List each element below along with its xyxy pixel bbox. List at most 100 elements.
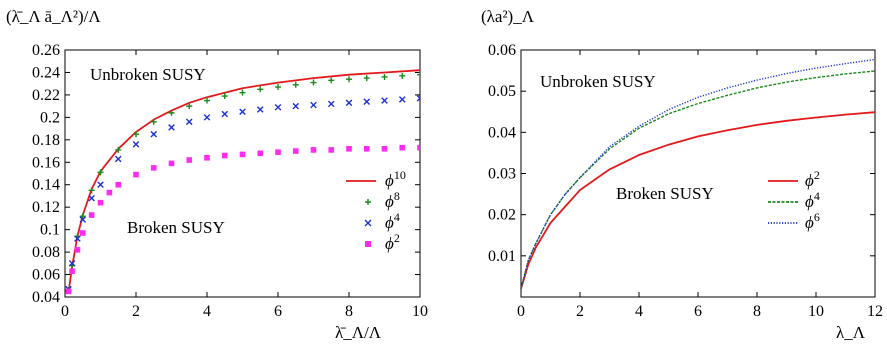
point-phi4 <box>185 118 193 126</box>
x-tick-label: 0 <box>61 303 69 320</box>
x-tick-label: 6 <box>694 303 702 320</box>
point-phi4 <box>327 100 335 108</box>
point-phi2 <box>381 146 388 152</box>
point-phi8 <box>168 109 175 116</box>
point-phi2 <box>221 152 228 159</box>
plot-area <box>521 58 875 290</box>
point-phi2 <box>310 147 317 153</box>
legend-phi8-label: ϕ8 <box>385 189 400 211</box>
point-phi8 <box>399 72 406 79</box>
y-tick-label: 0.18 <box>32 132 60 149</box>
point-phi4 <box>310 101 317 109</box>
legend-phi4-label: ϕ4 <box>385 210 400 232</box>
point-phi2 <box>186 157 193 163</box>
point-phi8 <box>186 103 193 110</box>
y-tick-label: 0.01 <box>488 248 516 265</box>
x-tick-label: 6 <box>274 303 282 320</box>
point-phi4 <box>363 98 371 105</box>
point-phi4 <box>88 194 95 202</box>
point-phi2 <box>346 146 352 152</box>
point-phi8 <box>257 86 264 93</box>
point-phi4 <box>114 155 122 163</box>
point-phi4 <box>239 108 246 116</box>
x-tick-label: 10 <box>412 303 428 320</box>
point-phi2 <box>363 146 370 152</box>
y-tick-label: 0.05 <box>488 83 516 100</box>
point-phi8 <box>239 89 246 96</box>
right-x-axis-label: λ_Λ <box>836 323 866 342</box>
point-phi2 <box>168 160 175 167</box>
y-tick-label: 0.06 <box>32 267 60 284</box>
point-phi2 <box>133 171 139 178</box>
x-tick-label: 8 <box>753 303 761 320</box>
point-phi8 <box>310 79 317 86</box>
x-tick-label: 4 <box>635 303 643 320</box>
right-annotation-unbroken: Unbroken SUSY <box>540 72 656 91</box>
point-phi2 <box>328 147 335 153</box>
point-phi8 <box>150 118 157 125</box>
point-phi8 <box>328 77 335 84</box>
point-phi4 <box>68 260 76 267</box>
point-phi8 <box>204 97 210 104</box>
point-phi2 <box>399 144 406 151</box>
point-phi2 <box>239 151 246 158</box>
point-phi8 <box>417 71 420 78</box>
point-phi2 <box>204 154 210 161</box>
point-phi8 <box>221 93 228 100</box>
point-phi4 <box>79 216 87 223</box>
point-phi4 <box>168 124 175 131</box>
legend-phi2-label: ϕ2 <box>805 168 820 190</box>
point-phi8 <box>346 76 352 83</box>
series-phi4-line <box>521 70 875 289</box>
x-tick-label: 12 <box>867 303 883 320</box>
legend-phi4-label: ϕ4 <box>805 189 820 211</box>
point-phi2 <box>88 212 95 218</box>
legend-phi10-label: ϕ10 <box>385 168 406 190</box>
point-phi8 <box>275 84 281 91</box>
y-tick-label: 0.02 <box>488 207 516 224</box>
y-tick-label: 0.26 <box>32 42 60 59</box>
y-tick-label: 0.12 <box>32 199 60 216</box>
point-phi8 <box>97 169 104 176</box>
left-y-axis-label: (λ̄_Λ ā_Λ²)/Λ <box>6 7 101 26</box>
right-y-axis-label: (λa²)_Λ <box>481 7 535 26</box>
y-tick-label: 0.24 <box>32 64 60 81</box>
y-tick-label: 0.04 <box>32 289 60 306</box>
point-phi8 <box>292 81 299 88</box>
point-phi4 <box>97 181 104 189</box>
legend-phi2-label: ϕ2 <box>385 231 400 253</box>
series-phi2-line <box>521 111 875 290</box>
point-phi4 <box>256 106 264 113</box>
y-tick-label: 0.22 <box>32 87 60 104</box>
point-phi2 <box>150 165 157 171</box>
point-phi4 <box>292 102 300 110</box>
point-phi4 <box>381 97 388 104</box>
point-phi2 <box>69 268 75 274</box>
plot-area <box>65 69 420 295</box>
y-tick-label: 0.03 <box>488 166 516 183</box>
right-annotation-broken: Broken SUSY <box>616 184 714 203</box>
point-phi2 <box>74 247 81 253</box>
point-phi4 <box>132 141 140 148</box>
point-phi2 <box>115 181 122 188</box>
y-tick-label: 0.04 <box>488 124 516 141</box>
point-phi8 <box>115 146 122 153</box>
right-chart: (λa²)_Λ λ_Λ Unbroken SUSY Broken SUSY 0 2… <box>481 7 883 342</box>
point-phi4 <box>398 96 406 103</box>
left-annotation-unbroken: Unbroken SUSY <box>90 65 206 84</box>
point-phi8 <box>133 131 139 138</box>
point-phi4 <box>203 114 211 121</box>
y-tick-label: 0.2 <box>40 109 60 126</box>
x-tick-label: 4 <box>203 303 211 320</box>
point-phi2 <box>417 144 420 151</box>
point-phi4 <box>221 110 229 118</box>
point-phi2 <box>97 199 104 206</box>
y-tick-label: 0.08 <box>32 244 60 261</box>
x-tick-label: 8 <box>345 303 353 320</box>
legend-phi8-swatch <box>365 199 371 205</box>
point-phi2 <box>292 148 299 154</box>
point-phi2 <box>65 288 72 295</box>
y-tick-label: 0.16 <box>32 154 60 171</box>
point-phi8 <box>381 73 388 80</box>
